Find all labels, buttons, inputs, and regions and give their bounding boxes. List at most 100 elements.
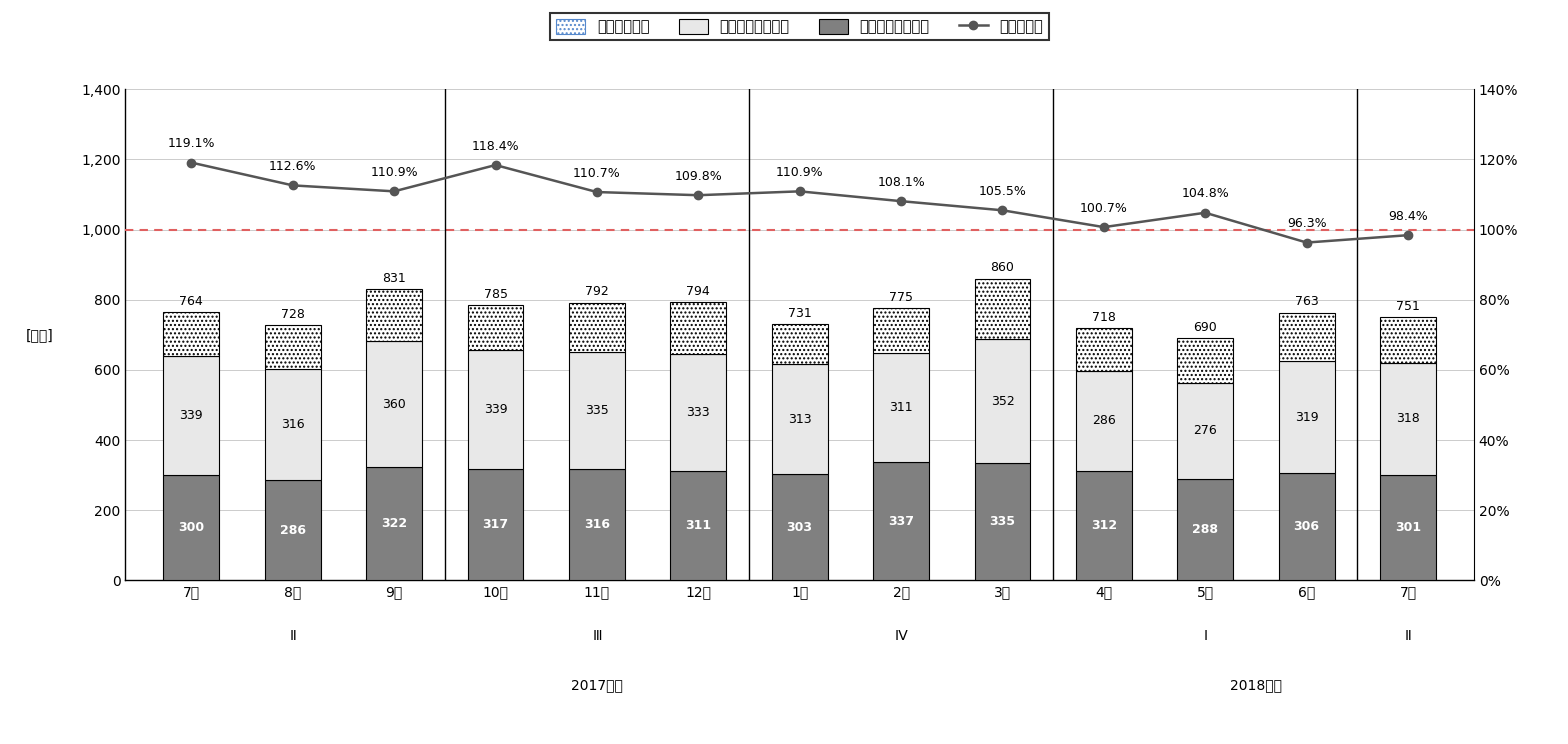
Text: 316: 316	[281, 418, 304, 431]
Bar	[367, 341, 422, 467]
Text: 112.6%: 112.6%	[270, 160, 317, 173]
Bar	[1380, 475, 1436, 580]
Text: 775: 775	[889, 292, 913, 304]
Text: 286: 286	[1091, 414, 1116, 427]
Text: 110.7%: 110.7%	[572, 167, 621, 179]
Text: 690: 690	[1193, 321, 1217, 334]
Bar	[1076, 471, 1132, 580]
Text: 318: 318	[1396, 412, 1421, 426]
Bar	[367, 289, 422, 341]
Text: 118.4%: 118.4%	[472, 140, 519, 153]
Bar	[467, 469, 524, 580]
Text: 322: 322	[381, 517, 408, 530]
Text: Ⅱ: Ⅱ	[1405, 629, 1411, 644]
Bar	[1380, 363, 1436, 475]
Bar	[1076, 329, 1132, 371]
Bar	[873, 309, 928, 353]
Bar	[467, 350, 524, 469]
Text: 288: 288	[1192, 523, 1218, 536]
Bar	[975, 339, 1030, 463]
Bar	[873, 462, 928, 580]
Bar	[1279, 312, 1334, 361]
Bar	[1380, 317, 1436, 363]
Bar	[569, 352, 624, 469]
Text: 335: 335	[585, 404, 608, 417]
Text: Ⅱ: Ⅱ	[290, 629, 296, 644]
Text: 2017年度: 2017年度	[571, 679, 622, 693]
Text: 303: 303	[787, 521, 812, 533]
Legend: その他機器計, 配電・制御機器計, 回転・駆動機器計, 前年同月比: その他機器計, 配電・制御機器計, 回転・駆動機器計, 前年同月比	[550, 13, 1049, 40]
Text: 792: 792	[585, 285, 608, 298]
Text: 718: 718	[1091, 311, 1116, 324]
Text: 339: 339	[483, 403, 508, 416]
Text: 104.8%: 104.8%	[1181, 187, 1229, 200]
Text: 831: 831	[383, 272, 406, 285]
Text: 751: 751	[1396, 300, 1421, 312]
Bar	[163, 475, 220, 580]
Text: 110.9%: 110.9%	[776, 166, 823, 179]
Text: 312: 312	[1091, 519, 1116, 532]
Bar	[265, 480, 320, 580]
Bar	[467, 305, 524, 350]
Bar	[367, 467, 422, 580]
Text: 728: 728	[281, 308, 304, 321]
Bar	[975, 463, 1030, 580]
Text: 110.9%: 110.9%	[370, 166, 419, 179]
Text: 785: 785	[483, 288, 508, 301]
Text: 98.4%: 98.4%	[1388, 210, 1428, 222]
Text: 313: 313	[787, 413, 812, 426]
Bar	[1279, 473, 1334, 580]
Bar	[1279, 361, 1334, 473]
Bar	[975, 279, 1030, 339]
Text: 105.5%: 105.5%	[978, 185, 1027, 198]
Bar	[671, 354, 726, 471]
Bar	[569, 469, 624, 580]
Text: 276: 276	[1193, 424, 1217, 437]
Bar	[265, 325, 320, 369]
Text: 96.3%: 96.3%	[1287, 217, 1327, 230]
Text: Ⅰ: Ⅰ	[1203, 629, 1207, 644]
Text: 763: 763	[1295, 295, 1319, 309]
Bar	[671, 471, 726, 580]
Text: 360: 360	[383, 398, 406, 411]
Text: 319: 319	[1295, 411, 1319, 423]
Text: 339: 339	[179, 409, 204, 422]
Text: Ⅳ: Ⅳ	[895, 629, 908, 644]
Text: 306: 306	[1294, 520, 1320, 533]
Text: Ⅲ: Ⅲ	[593, 629, 602, 644]
Text: 109.8%: 109.8%	[674, 170, 723, 183]
Text: 333: 333	[687, 406, 710, 420]
Bar	[163, 356, 220, 475]
Bar	[771, 365, 828, 474]
Bar	[1178, 382, 1232, 479]
Text: 764: 764	[179, 295, 204, 308]
Text: 2018年度: 2018年度	[1229, 679, 1283, 693]
Text: 311: 311	[889, 401, 913, 414]
Text: 300: 300	[179, 522, 204, 534]
Text: 352: 352	[991, 394, 1014, 408]
Text: 108.1%: 108.1%	[877, 176, 925, 189]
Bar	[873, 353, 928, 462]
Y-axis label: [億円]: [億円]	[25, 328, 53, 341]
Text: 100.7%: 100.7%	[1080, 202, 1127, 214]
Text: 119.1%: 119.1%	[168, 137, 215, 150]
Bar	[1076, 371, 1132, 471]
Bar	[569, 303, 624, 352]
Text: 337: 337	[887, 515, 914, 527]
Bar	[771, 474, 828, 580]
Bar	[265, 369, 320, 480]
Text: 316: 316	[583, 519, 610, 531]
Bar	[163, 312, 220, 356]
Text: 301: 301	[1396, 521, 1421, 534]
Text: 286: 286	[279, 524, 306, 536]
Text: 317: 317	[483, 519, 508, 531]
Text: 335: 335	[989, 515, 1016, 528]
Text: 731: 731	[787, 307, 812, 320]
Bar	[1178, 479, 1232, 580]
Text: 311: 311	[685, 519, 712, 532]
Bar	[671, 302, 726, 354]
Bar	[771, 324, 828, 365]
Text: 794: 794	[687, 285, 710, 298]
Bar	[1178, 339, 1232, 382]
Text: 860: 860	[991, 261, 1014, 275]
